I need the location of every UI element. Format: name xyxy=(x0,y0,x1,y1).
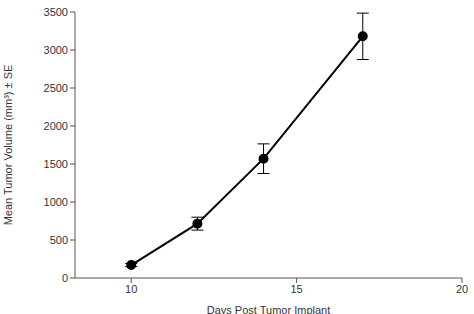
svg-text:10: 10 xyxy=(125,283,137,295)
svg-text:1000: 1000 xyxy=(44,196,68,208)
svg-text:15: 15 xyxy=(290,283,302,295)
svg-text:20: 20 xyxy=(456,283,466,295)
svg-text:2500: 2500 xyxy=(44,82,68,94)
svg-text:500: 500 xyxy=(50,234,68,246)
svg-text:3000: 3000 xyxy=(44,44,68,56)
svg-text:3500: 3500 xyxy=(44,6,68,18)
svg-text:0: 0 xyxy=(62,272,68,284)
svg-text:Mean Tumor Volume (mm³) ± SE: Mean Tumor Volume (mm³) ± SE xyxy=(8,65,14,226)
svg-text:2000: 2000 xyxy=(44,120,68,132)
svg-text:Days Post Tumor Implant: Days Post Tumor Implant xyxy=(207,304,331,314)
svg-text:1500: 1500 xyxy=(44,158,68,170)
